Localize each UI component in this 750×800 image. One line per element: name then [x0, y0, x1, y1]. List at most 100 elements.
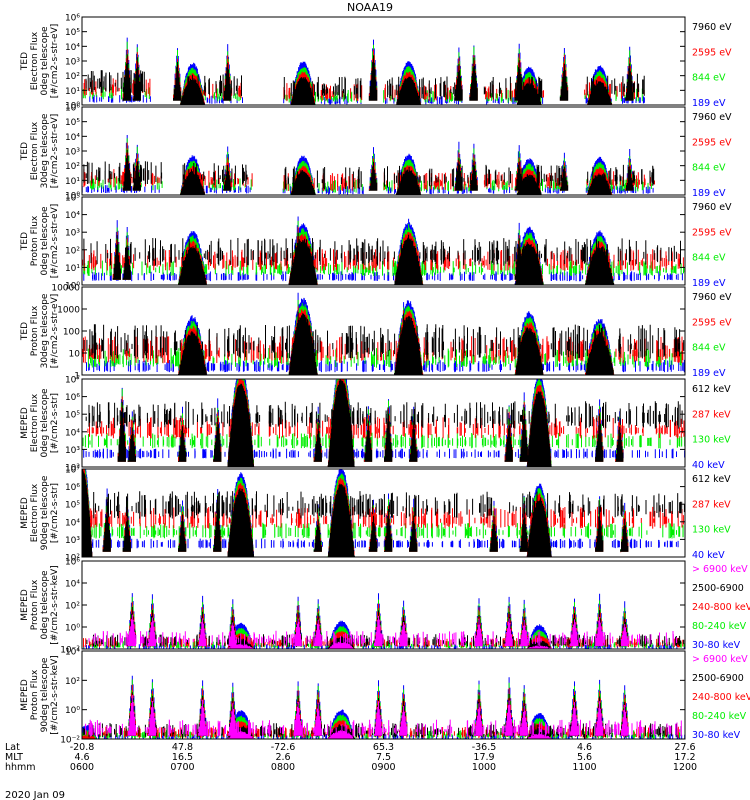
y-tick-label: 10⁵: [65, 118, 80, 128]
legend-entry: 240-800 keV: [692, 692, 750, 703]
y-axis-label: 0deg telescope: [40, 388, 50, 458]
panel-meped-e-90: 10² 10³ 10⁴ 10⁵ 10⁶ 10⁷ MEPED Electron Flux 90de…: [20, 466, 731, 564]
legend-entry: 844 eV: [692, 343, 726, 354]
y-tick-label: 10¹: [65, 87, 80, 97]
panel-meped-p-0: 10⁻² 10⁰ 10² 10⁴ 10⁶ MEPED Proton Flux 0deg tel…: [20, 558, 750, 656]
legend-entry: 612 keV: [692, 474, 731, 485]
x-tick-label: -36.5: [472, 742, 497, 753]
legend-entry: 130 keV: [692, 435, 731, 446]
series-black-trace: [83, 232, 681, 285]
legend-entry: 189 eV: [692, 98, 726, 109]
y-tick-label: 10⁷: [65, 376, 80, 386]
series-black-trace: [85, 54, 645, 105]
legend-entry: 2500-6900: [692, 583, 744, 594]
legend-entry: 2500-6900: [692, 673, 744, 684]
legend-entry: 2595 eV: [692, 47, 732, 58]
y-tick-label: 10²: [65, 162, 80, 172]
panel-meped-p-90: 10⁻² 10⁰ 10² 10⁴ MEPED Proton Flux 90deg teles…: [20, 648, 750, 746]
y-tick-label: 10²: [65, 677, 80, 687]
series-black-trace: [83, 149, 655, 195]
panel-data: [82, 37, 645, 105]
x-row-label: Lat: [5, 742, 20, 753]
x-row-label: MLT: [5, 752, 23, 763]
panel-frame: [81, 378, 686, 468]
y-tick-label: 10: [69, 350, 81, 360]
y-tick-label: 10¹: [65, 177, 80, 187]
y-axis-label: [#/cm2-s-str]: [50, 483, 60, 543]
y-axis-label: [#/cm2-s-str]: [50, 393, 60, 453]
y-tick-label: 10⁷: [65, 466, 80, 476]
y-tick-label: 10⁰: [65, 102, 80, 112]
series-black-trace: [83, 311, 685, 375]
y-axis-label: Electron Flux: [30, 31, 40, 90]
y-axis-label: 0deg telescope: [40, 26, 50, 96]
y-axis-label: TED: [20, 232, 30, 251]
y-tick-label: 10²: [65, 602, 80, 612]
plot-date: 2020 Jan 09: [5, 790, 65, 800]
legend-entry: 7960 eV: [692, 22, 732, 33]
y-tick-label: 10⁶: [65, 483, 80, 493]
y-tick-label: 10²: [65, 246, 80, 256]
y-axis-label: 30deg telescope: [40, 113, 50, 188]
y-axis-label: [#/cm2-s-str-eV]: [50, 24, 60, 99]
x-tick-label: -72.6: [271, 742, 296, 753]
y-tick-label: 10⁴: [65, 580, 80, 590]
x-tick-label: 2.6: [275, 752, 290, 763]
panel-data: [82, 675, 685, 739]
legend-entry: 7960 eV: [692, 202, 732, 213]
panel-ted-e-30: 10⁰ 10¹ 10² 10³ 10⁴ 10⁵ 10⁶ TED Electron Flux 30d…: [20, 104, 732, 202]
x-tick-label: 17.9: [473, 752, 494, 763]
legend-entry: 612 keV: [692, 384, 731, 395]
x-tick-label: 0600: [70, 762, 94, 773]
x-tick-label: -20.8: [70, 742, 95, 753]
legend-entry: 7960 eV: [692, 292, 732, 303]
legend-entry: 844 eV: [692, 253, 726, 264]
panel-data: [83, 593, 685, 649]
legend-entry: 2595 eV: [692, 137, 732, 148]
y-tick-label: 10⁰: [65, 192, 80, 202]
x-tick-label: 1200: [673, 762, 697, 773]
legend-entry: 287 keV: [692, 409, 731, 420]
y-tick-label: 10⁵: [65, 28, 80, 38]
legend-entry: 30-80 keV: [692, 640, 741, 651]
panel-frame: [81, 468, 686, 558]
y-axis-label: Electron Flux: [30, 483, 40, 542]
y-tick-label: 10³: [65, 446, 80, 456]
y-axis-label: TED: [20, 322, 30, 341]
y-axis-label: 0deg telescope: [40, 206, 50, 276]
panel-data: [82, 379, 685, 467]
x-tick-label: 0800: [271, 762, 295, 773]
legend-entry: 844 eV: [692, 163, 726, 174]
y-tick-label: 10⁴: [65, 648, 80, 658]
x-row-label: hhmm: [5, 762, 36, 773]
series-blue-trace: [83, 379, 685, 467]
y-tick-label: 10⁻²: [60, 646, 80, 656]
series-black-trace: [82, 469, 685, 557]
legend-entry: 80-240 keV: [692, 711, 747, 722]
panel-ted-p-30: 1 10 100 1000 10000 TED Proton Flux 30deg teles…: [20, 284, 732, 382]
panel-data: [82, 216, 685, 285]
y-tick-label: 10³: [65, 58, 80, 68]
legend-entry: 240-800 keV: [692, 602, 750, 613]
y-tick-label: 10⁴: [65, 518, 80, 528]
y-tick-label: 10⁴: [65, 43, 80, 53]
y-axis-label: Proton Flux: [30, 669, 40, 720]
y-axis-label: MEPED: [20, 589, 30, 621]
y-tick-label: 10⁰: [65, 706, 80, 716]
y-tick-label: 10⁶: [65, 14, 80, 24]
y-tick-label: 10³: [65, 148, 80, 158]
y-tick-label: 10⁴: [65, 428, 80, 438]
y-tick-label: 10⁰: [65, 624, 80, 634]
y-tick-label: 10²: [65, 464, 80, 474]
y-axis-label: [#/cm2-s-str-eV]: [50, 114, 60, 189]
y-axis-label: [#/cm2-s-str-keV]: [50, 655, 60, 734]
x-tick-label: 0700: [170, 762, 194, 773]
y-tick-label: 10000: [51, 284, 80, 294]
series-green-trace: [82, 41, 643, 105]
series-black-trace: [85, 379, 683, 467]
y-axis-label: Proton Flux: [30, 305, 40, 356]
x-tick-label: 0900: [371, 762, 395, 773]
x-tick-label: 27.6: [674, 742, 695, 753]
y-axis-label: 90deg telescope: [40, 475, 50, 550]
y-tick-label: 100: [63, 328, 80, 338]
